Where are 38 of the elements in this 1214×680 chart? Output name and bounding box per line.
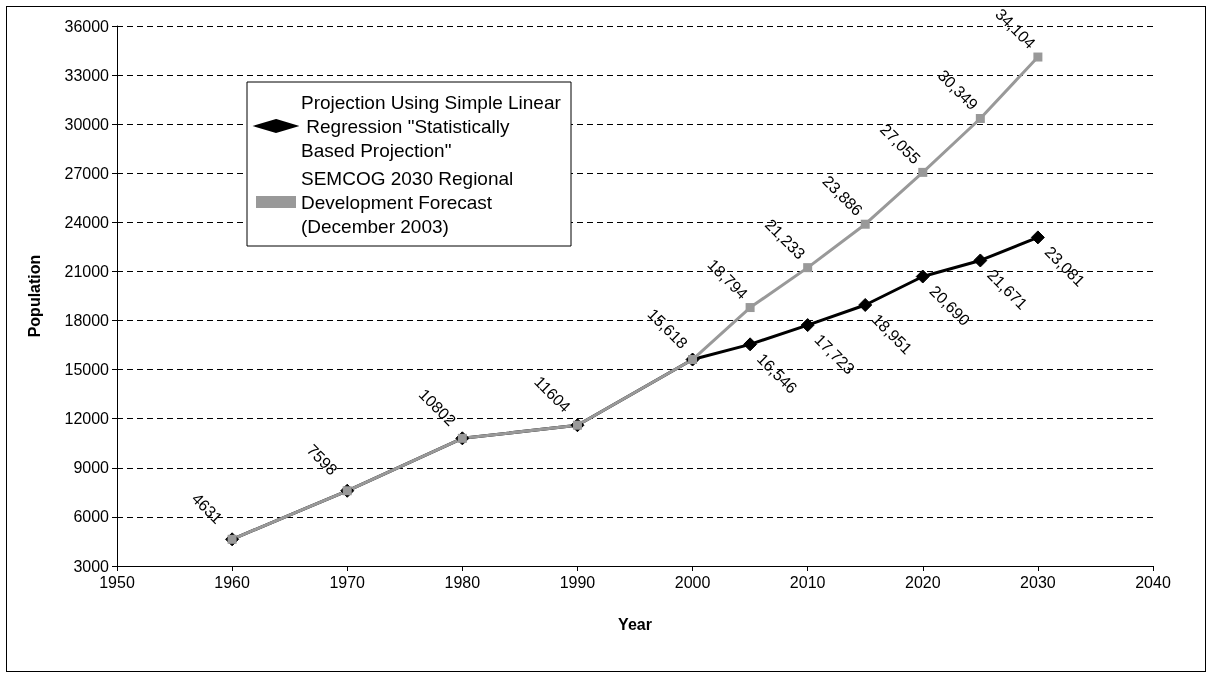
point: [1030, 230, 1045, 245]
y-tick-label: 24000: [64, 213, 110, 231]
point: [858, 297, 873, 312]
x-tick-label: 1980: [444, 573, 481, 591]
point: [918, 167, 928, 177]
y-tick-label: 30000: [64, 115, 110, 133]
point: [1033, 52, 1043, 62]
point: [803, 263, 813, 273]
point: [860, 219, 870, 229]
y-axis-title: Population: [25, 254, 43, 338]
x-tick-label: 1990: [559, 573, 596, 591]
point: [800, 318, 815, 333]
x-tick-label: 1950: [99, 573, 135, 591]
y-tick-label: 33000: [64, 66, 110, 84]
point: [743, 337, 758, 352]
y-tick-label: 36000: [64, 17, 110, 35]
x-tick-label: 1970: [329, 573, 366, 591]
point: [975, 113, 985, 123]
x-tick-label: 1960: [214, 573, 251, 591]
y-tick-label: 6000: [73, 508, 110, 526]
y-tick-label: 12000: [64, 410, 110, 428]
y-tick-label: 3000: [73, 557, 110, 575]
y-tick-label: 21000: [64, 262, 110, 280]
y-tick-label: 27000: [64, 164, 110, 182]
x-tick-label: 2020: [904, 573, 941, 591]
point: [745, 303, 755, 313]
legend-label: SEMCOG 2030 Regional Development Forecast (December 2003): [301, 167, 519, 237]
x-tick-label: 2030: [1020, 573, 1056, 591]
y-tick-label: 15000: [64, 361, 110, 379]
point: [915, 269, 930, 284]
x-tick-label: 2000: [674, 573, 711, 591]
x-axis-title: Year: [618, 615, 652, 633]
x-tick-label: 2040: [1135, 573, 1171, 591]
point: [973, 253, 988, 268]
legend-label: Projection Using Simple Linear Regression "Statistically Based Projection": [301, 91, 562, 161]
y-tick-label: 18000: [64, 312, 110, 330]
x-tick-label: 2010: [789, 573, 826, 591]
y-tick-label: 9000: [73, 459, 110, 477]
